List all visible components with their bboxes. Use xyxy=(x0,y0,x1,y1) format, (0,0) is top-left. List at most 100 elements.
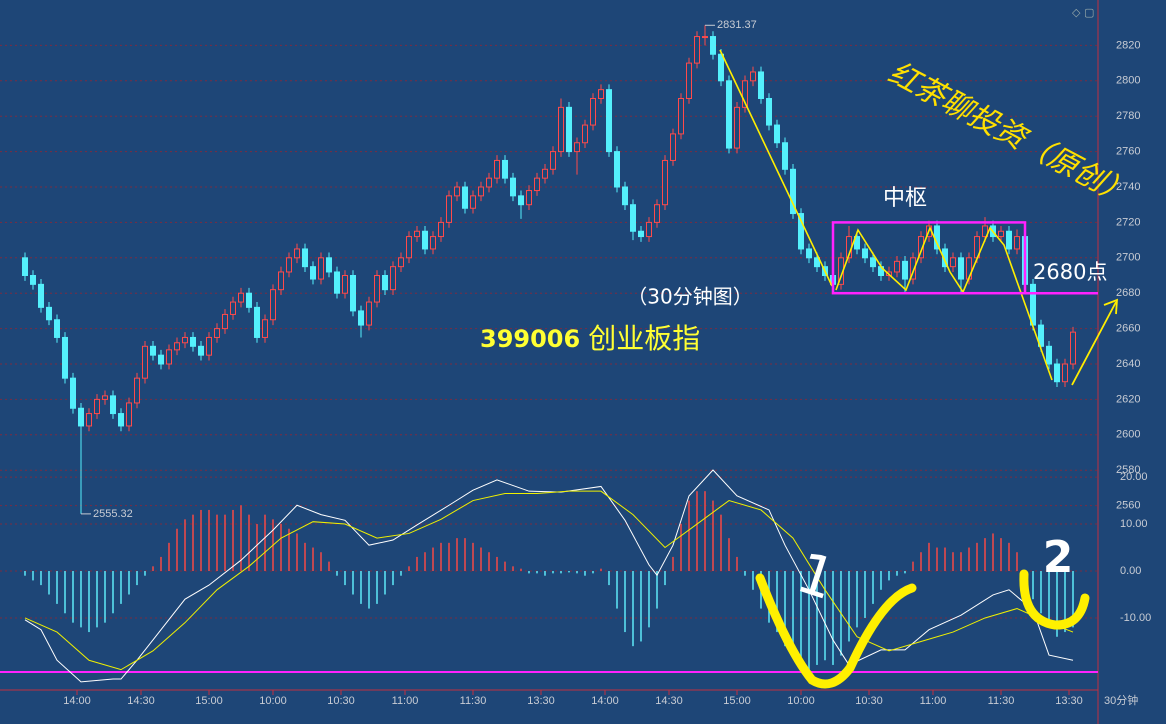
up-arrow xyxy=(1071,301,1117,386)
candle-body xyxy=(1014,236,1020,250)
candle-body xyxy=(814,257,820,268)
candle-body xyxy=(870,257,876,268)
candle-body xyxy=(742,80,748,108)
candle-body xyxy=(558,106,564,153)
x-tick-label: 10:00 xyxy=(259,695,287,707)
hand-v-2 xyxy=(1019,569,1090,630)
candle-body xyxy=(414,230,420,238)
y-tick-label: 2820 xyxy=(1116,39,1140,51)
candle-body xyxy=(358,310,364,326)
candle-body xyxy=(422,230,428,250)
candle-body xyxy=(366,301,372,326)
candle-body xyxy=(630,204,636,232)
candle-body xyxy=(142,345,148,379)
grid: 2560 2580 2600 2620 2640 2660 2680 2700 2720 2740… xyxy=(0,39,1151,707)
candle-body xyxy=(54,319,60,338)
candle-body xyxy=(158,354,164,365)
candle-body xyxy=(190,336,196,347)
zigzag-arrows xyxy=(835,225,1053,381)
candle-body xyxy=(950,257,956,268)
candle-body xyxy=(470,195,476,209)
macd-tick-label: 20.00 xyxy=(1120,471,1148,483)
candle-body xyxy=(678,98,684,135)
y-tick-label: 2660 xyxy=(1116,323,1140,335)
candle-body xyxy=(526,190,532,206)
candle-body xyxy=(542,168,548,179)
candle-body xyxy=(1038,324,1044,347)
candle-body xyxy=(246,292,252,308)
candle-body xyxy=(854,236,860,250)
candle-body xyxy=(262,319,268,338)
candle-body xyxy=(910,257,916,280)
marks xyxy=(22,25,1076,683)
extreme-label: 2555.32 xyxy=(93,508,133,520)
pivot-box xyxy=(831,221,1027,295)
candle-body xyxy=(438,221,444,238)
candle-body xyxy=(334,271,340,294)
candle-body xyxy=(982,225,988,238)
hand-v-1 xyxy=(755,573,917,689)
candle-body xyxy=(574,142,580,153)
x-tick-label: 11:00 xyxy=(920,695,947,707)
candle-body xyxy=(310,266,316,280)
candle-body xyxy=(734,106,740,149)
candle-body xyxy=(254,306,260,338)
x-tick-label: 13:30 xyxy=(527,695,555,707)
candle-body xyxy=(294,248,300,259)
candle-body xyxy=(694,36,700,64)
candle-body xyxy=(598,89,604,100)
candle-body xyxy=(798,213,804,250)
candle-body xyxy=(182,336,188,344)
candle-body xyxy=(134,377,140,404)
candle-body xyxy=(670,133,676,161)
candle-body xyxy=(510,177,516,197)
candle-body xyxy=(686,62,692,100)
box-label: 中枢 xyxy=(883,186,927,211)
candle-body xyxy=(70,377,76,409)
candle-body xyxy=(302,248,308,268)
candle-body xyxy=(750,71,756,82)
candle-body xyxy=(230,301,236,315)
candle-body xyxy=(478,186,484,197)
macd-tick-label: -10.00 xyxy=(1120,612,1151,624)
candle-body xyxy=(766,98,772,126)
candle-body xyxy=(62,336,68,379)
candle-body xyxy=(638,230,644,238)
candle-body xyxy=(1054,363,1060,383)
candle-body xyxy=(350,275,356,312)
arrow-head xyxy=(1103,298,1118,315)
candle-body xyxy=(374,275,380,303)
candle-body xyxy=(1006,230,1012,250)
candle-body xyxy=(86,413,92,427)
extreme-label: 2831.37 xyxy=(717,19,757,31)
candle-body xyxy=(430,236,436,250)
y-tick-label: 2640 xyxy=(1116,358,1140,370)
candle-body xyxy=(110,395,116,415)
macd-dea-line xyxy=(24,490,1074,671)
candle-body xyxy=(238,292,244,303)
x-tick-label: 11:30 xyxy=(988,695,1015,707)
candle-body xyxy=(662,159,668,206)
candle-body xyxy=(22,257,28,277)
candle-body xyxy=(550,151,556,170)
window-icons: ◇ ▢ xyxy=(1072,6,1094,19)
chart-title: 399006 创业板指 xyxy=(480,322,700,355)
candle-body xyxy=(174,342,180,351)
x-tick-label: 14:00 xyxy=(63,695,91,707)
candle-body xyxy=(654,204,660,223)
x-tick-label: 11:30 xyxy=(460,695,487,707)
subtitle: （30分钟图） xyxy=(627,285,752,309)
x-unit: 30分钟 xyxy=(1104,693,1138,707)
candle-body xyxy=(718,53,724,82)
candle-body xyxy=(622,186,628,206)
candle-body xyxy=(214,328,220,338)
candle-body xyxy=(166,349,172,365)
candle-body xyxy=(102,395,108,400)
hand-mark: 2 xyxy=(1043,532,1074,583)
candle-body xyxy=(710,36,716,55)
candle-body xyxy=(486,177,492,188)
candle-body xyxy=(1062,363,1068,383)
candle-body xyxy=(398,257,404,268)
candle-body xyxy=(806,248,812,259)
